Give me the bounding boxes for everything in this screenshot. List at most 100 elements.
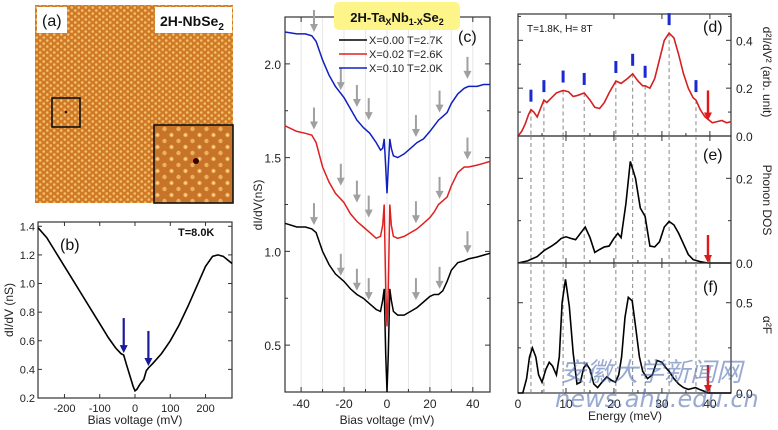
panel-ytick-label: 0.0	[736, 130, 753, 144]
panel-c-gray-arrow-head	[411, 215, 420, 224]
panel-b-ytick-label: 0.4	[20, 364, 35, 376]
panel-c-gray-arrow-head	[411, 292, 420, 301]
legend-label: X=0.02 T=2.6K	[369, 49, 443, 61]
panel-a: (a) 2H-NbSe2	[35, 5, 234, 204]
panel-b-ytick-label: 0.6	[20, 336, 35, 348]
panel-c-gray-arrow-head	[309, 217, 318, 226]
panel-curve	[518, 279, 731, 394]
panel-d: T=1.8K, H= 8T (d) d²I/dV² (arb. unit) 0.…	[517, 13, 774, 144]
panel-c-gray-arrow-head	[435, 104, 444, 113]
panel-c-gray-arrow-head	[435, 280, 444, 289]
panel-c-ytick-label: 1.0	[264, 245, 281, 259]
panel-b-arrow-head	[119, 345, 128, 354]
panel-b-ytick-label: 1.2	[20, 250, 35, 262]
panel-a-title: 2H-NbSe2	[160, 13, 224, 33]
panel-c-gray-arrow-head	[364, 112, 373, 121]
panel-c-gray-arrow-head	[411, 129, 420, 137]
panel-ytick-label: 0.0	[736, 257, 753, 271]
zoom-region-box	[51, 97, 81, 128]
panel-e-frame	[517, 135, 732, 264]
panel-f-xtick-label: 30	[655, 397, 669, 411]
panel-c-gray-arrow-head	[463, 151, 472, 160]
panel-c-legend: X=0.00 T=2.7K X=0.02 T=2.6K X=0.10 T=2.0K	[339, 35, 443, 75]
panel-ytick-label: 0.2	[736, 172, 753, 186]
panel-c-gray-arrow-head	[352, 194, 361, 203]
panel-c-ytick-label: 1.5	[264, 152, 281, 166]
panel-curve	[517, 161, 731, 264]
panel-c-gray-arrow-head	[336, 82, 345, 91]
panel-f: (f) α²F Energy (meV) 0.0 0.5 0 10 20 30 40	[515, 262, 774, 423]
panel-c-gray-arrow-head	[352, 282, 361, 291]
panel-c: -40 -20 0 20 40 0.5 1.0 1.5 2.0 2H-TaXNb1-XSe2 (…	[251, 2, 491, 427]
panel-b-xtick-label: -200	[53, 403, 75, 415]
panel-a-label-bg	[37, 7, 67, 33]
legend-label: X=0.00 T=2.7K	[369, 35, 443, 47]
panel-c-gray-arrow-head	[336, 267, 345, 276]
panel-b-xtick-label: 100	[161, 403, 179, 415]
panel-c-gray-arrow-head	[336, 177, 345, 186]
panel-a-title-bg	[155, 7, 232, 33]
panel-b-curve	[37, 227, 233, 393]
panel-c-gray-arrow-head	[364, 292, 373, 301]
panel-ytick-label: 0.0	[736, 387, 753, 401]
inset-defect	[193, 158, 199, 164]
panel-e: (e) Phonon DOS 0.0 0.2	[517, 135, 774, 271]
panel-d-ylabel: d²I/dV² (arb. unit)	[760, 27, 774, 118]
panel-f-ylabel: α²F	[760, 316, 774, 334]
panel-c-xlabel: Bias voltage (mV)	[340, 413, 435, 427]
panel-b-arrow-head	[144, 357, 153, 366]
panel-red-arrow-head	[703, 255, 712, 263]
panel-c-xtick-label: 0	[384, 397, 391, 411]
panel-b-xtick-label: 200	[196, 403, 214, 415]
panel-c-gray-arrow-head	[352, 99, 361, 107]
panel-b-xtick-label: -100	[89, 403, 111, 415]
panel-red-arrow-head	[703, 112, 712, 121]
panel-d-label: (d)	[703, 19, 723, 36]
panel-c-gray-arrow-head	[435, 190, 444, 199]
panel-b-xtick-label: 0	[132, 403, 138, 415]
panel-red-arrow-head	[703, 385, 712, 393]
panel-c-xtick-label: -20	[335, 397, 353, 411]
panel-b: -200 -100 0 100 200 0.2 0.4 0.6 0.8 1.0 1.2 1.4 (b)…	[2, 221, 233, 427]
panel-c-gray-arrow-head	[309, 24, 318, 32]
panel-curve	[517, 31, 732, 137]
panel-c-title: 2H-TaXNb1-XSe2	[350, 10, 443, 27]
panel-f-xtick-label: 0	[515, 397, 522, 411]
legend-label: X=0.10 T=2.0K	[369, 63, 443, 75]
panel-c-ylabel: dI/dV(nS)	[251, 180, 265, 231]
panel-c-gray-arrow-head	[309, 121, 318, 130]
panel-f-xtick-label: 40	[703, 397, 717, 411]
panel-c-xtick-label: -40	[292, 397, 310, 411]
panel-c-ytick-label: 2.0	[264, 58, 281, 72]
panel-ytick-label: 0.2	[736, 82, 753, 96]
panel-a-label: (a)	[42, 13, 62, 30]
panel-c-gray-arrow-head	[463, 245, 472, 254]
panel-b-ytick-label: 1.0	[20, 279, 35, 291]
panel-c-curve	[284, 125, 491, 327]
panel-e-ylabel: Phonon DOS	[760, 165, 774, 236]
panel-f-label: (f)	[703, 279, 718, 296]
panel-c-title-bg	[334, 2, 460, 30]
panel-c-ytick-label: 0.5	[264, 339, 281, 353]
panel-c-xtick-label: 40	[466, 397, 480, 411]
panel-b-xlabel: Bias voltage (mV)	[88, 413, 183, 427]
panel-b-ytick-label: 1.4	[20, 221, 35, 233]
panel-f-xtick-label: 20	[607, 397, 621, 411]
panel-b-label: (b)	[60, 237, 80, 254]
panel-b-ytick-label: 0.8	[20, 307, 35, 319]
panel-c-xtick-label: 20	[423, 397, 437, 411]
panel-b-ytick-label: 0.2	[20, 393, 35, 405]
panel-b-ylabel: dI/dV (nS)	[2, 283, 16, 337]
panel-f-xtick-label: 10	[559, 397, 573, 411]
inset-magnified-image	[153, 124, 234, 204]
panel-f-frame	[517, 262, 732, 394]
panel-e-label: (e)	[703, 147, 723, 164]
panel-c-gray-arrow-head	[463, 70, 472, 79]
panel-ytick-label: 0.5	[736, 297, 753, 311]
panel-c-label: (c)	[458, 29, 477, 46]
panel-b-temperature: T=8.0K	[178, 227, 214, 239]
panel-f-xlabel: Energy (meV)	[588, 409, 662, 423]
defect-marker	[64, 110, 68, 114]
panel-d-annotation: T=1.8K, H= 8T	[527, 24, 593, 35]
panel-c-curve	[284, 222, 491, 393]
